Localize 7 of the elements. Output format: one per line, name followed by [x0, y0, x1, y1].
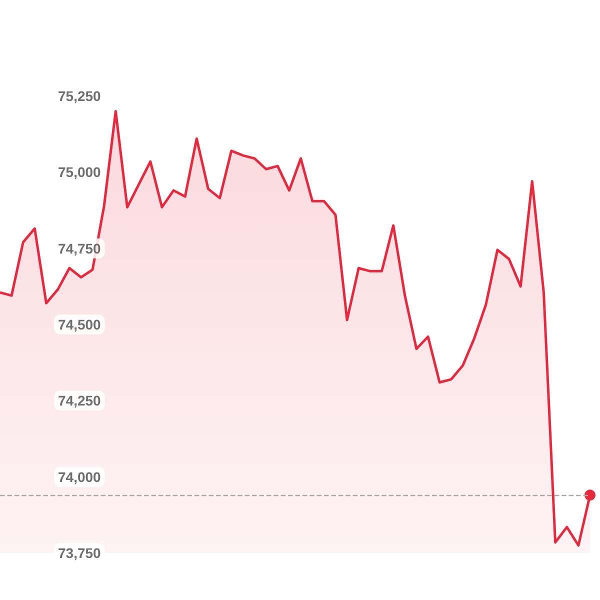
y-tick-label: 73,750	[58, 545, 102, 561]
y-tick-label: 74,000	[58, 468, 102, 485]
y-tick-label: 74,500	[58, 316, 102, 332]
y-tick-label: 75,000	[58, 164, 102, 180]
y-tick-label: 74,750	[58, 240, 102, 256]
y-tick-label: 75,250	[58, 88, 102, 104]
y-tick-label: 74,250	[58, 392, 102, 409]
